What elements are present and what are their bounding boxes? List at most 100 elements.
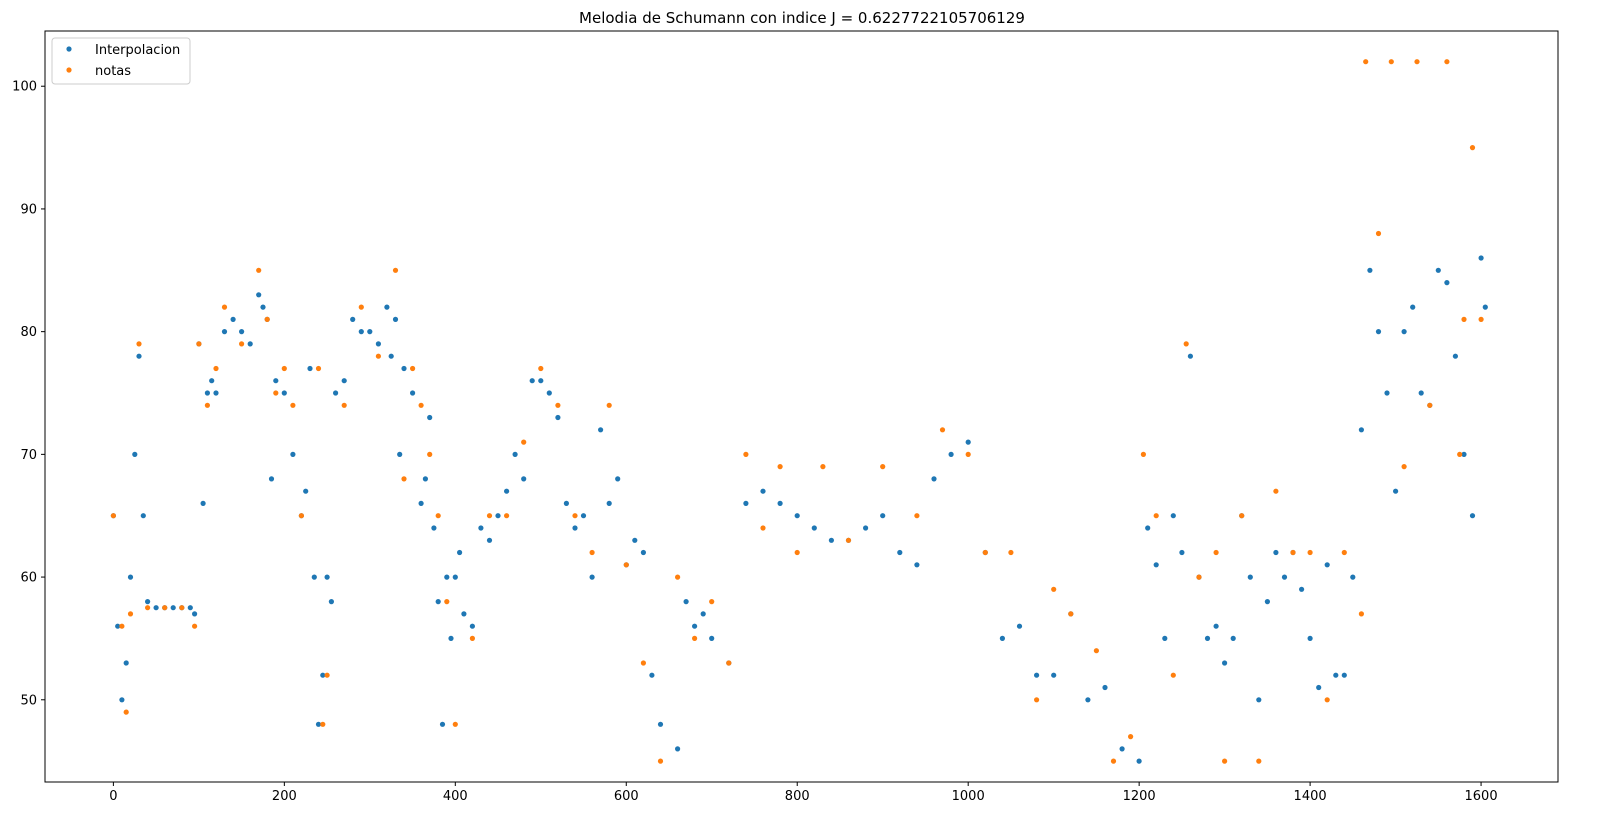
series-interpolacion-point-50 bbox=[410, 390, 416, 396]
series-interpolacion-point-88 bbox=[700, 611, 706, 617]
series-interpolacion-point-45 bbox=[384, 304, 390, 310]
series-interpolacion-point-75 bbox=[580, 513, 587, 519]
series-interpolacion-point-142 bbox=[1375, 329, 1382, 335]
series-interpolacion-point-116 bbox=[1153, 562, 1159, 568]
legend-box bbox=[51, 37, 191, 85]
series-notas-point-70 bbox=[1170, 672, 1176, 678]
series-interpolacion-point-112 bbox=[1102, 684, 1108, 691]
series-interpolacion-point-71 bbox=[546, 390, 552, 396]
series-interpolacion-point-109 bbox=[1051, 672, 1057, 678]
series-interpolacion-point-151 bbox=[1452, 353, 1458, 359]
x-tick-label-8: 1600 bbox=[1465, 789, 1498, 804]
series-notas-point-2 bbox=[123, 709, 129, 715]
series-notas-point-89 bbox=[1444, 59, 1450, 65]
series-notas-point-25 bbox=[375, 353, 381, 359]
series-interpolacion-point-139 bbox=[1350, 574, 1356, 580]
series-interpolacion-point-16 bbox=[200, 500, 206, 506]
series-notas-point-28 bbox=[410, 365, 416, 372]
series-interpolacion-point-11 bbox=[170, 605, 176, 611]
series-notas-point-49 bbox=[726, 660, 732, 666]
series-interpolacion-point-52 bbox=[422, 476, 428, 482]
axes-frame bbox=[44, 30, 1559, 783]
series-interpolacion-point-76 bbox=[589, 574, 595, 580]
series-notas-point-36 bbox=[504, 513, 510, 519]
series-interpolacion-point-54 bbox=[431, 525, 437, 531]
series-interpolacion-point-92 bbox=[760, 488, 766, 494]
series-interpolacion-point-24 bbox=[256, 292, 262, 298]
x-tick-label-7: 1400 bbox=[1294, 789, 1327, 804]
series-notas-point-60 bbox=[982, 549, 988, 556]
series-notas-point-48 bbox=[709, 599, 715, 605]
series-interpolacion-point-6 bbox=[136, 353, 142, 359]
series-interpolacion-point-3 bbox=[123, 660, 129, 666]
x-tick-label-3: 600 bbox=[614, 789, 639, 804]
series-interpolacion-point-101 bbox=[914, 562, 920, 568]
series-interpolacion-point-61 bbox=[461, 611, 467, 617]
series-notas-point-11 bbox=[213, 365, 219, 372]
series-interpolacion-point-83 bbox=[649, 672, 655, 678]
series-notas-point-74 bbox=[1222, 758, 1228, 764]
series-interpolacion-point-108 bbox=[1034, 672, 1040, 678]
series-interpolacion-point-78 bbox=[606, 500, 612, 506]
series-interpolacion-point-22 bbox=[239, 329, 245, 335]
series-notas-point-47 bbox=[692, 635, 698, 642]
series-interpolacion-point-18 bbox=[209, 378, 215, 384]
series-interpolacion-point-37 bbox=[324, 574, 330, 580]
series-notas-point-66 bbox=[1110, 758, 1117, 764]
x-tick-label-5: 1000 bbox=[952, 789, 985, 804]
series-notas-point-85 bbox=[1388, 59, 1394, 65]
series-notas-point-54 bbox=[820, 464, 826, 470]
series-notas-point-30 bbox=[427, 451, 433, 457]
series-notas-point-5 bbox=[145, 605, 151, 611]
series-interpolacion-point-56 bbox=[439, 721, 446, 727]
series-notas-point-20 bbox=[315, 365, 322, 372]
series-interpolacion-point-2 bbox=[119, 697, 125, 703]
series-interpolacion-point-1 bbox=[115, 623, 121, 629]
series-interpolacion-point-133 bbox=[1299, 586, 1305, 592]
series-notas-point-84 bbox=[1375, 230, 1382, 237]
series-notas-point-44 bbox=[640, 660, 647, 666]
series-notas-point-78 bbox=[1290, 549, 1296, 556]
series-notas-point-80 bbox=[1324, 697, 1330, 703]
y-tick-label-2: 70 bbox=[20, 448, 37, 463]
series-notas-point-26 bbox=[392, 267, 399, 273]
series-interpolacion-point-124 bbox=[1222, 660, 1228, 666]
series-notas-point-6 bbox=[162, 605, 168, 611]
series-notas-point-69 bbox=[1153, 513, 1159, 519]
series-notas-point-51 bbox=[760, 525, 766, 531]
series-interpolacion-point-153 bbox=[1469, 513, 1476, 519]
series-interpolacion-point-65 bbox=[495, 513, 501, 519]
legend-marker-interpolacion bbox=[66, 46, 72, 52]
y-axis: 50 60 70 80 90 100 bbox=[12, 80, 45, 708]
series-interpolacion-point-17 bbox=[204, 390, 210, 396]
series-notas-point-14 bbox=[256, 267, 262, 273]
series-interpolacion-point-57 bbox=[444, 574, 450, 580]
series-notas-point-71 bbox=[1183, 341, 1189, 347]
series-notas-point-19 bbox=[298, 513, 304, 519]
series-interpolacion-point-51 bbox=[418, 500, 424, 506]
series-interpolacion-point-145 bbox=[1401, 329, 1407, 335]
series-interpolacion-point-66 bbox=[504, 488, 510, 494]
series-interpolacion-point-141 bbox=[1367, 267, 1373, 273]
series-interpolacion-point-127 bbox=[1247, 574, 1253, 580]
x-tick-label-2: 400 bbox=[443, 789, 468, 804]
series-interpolacion-point-42 bbox=[358, 329, 364, 335]
series-notas-point-8 bbox=[192, 623, 198, 629]
series-interpolacion-point-40 bbox=[341, 378, 347, 384]
series-interpolacion-point-140 bbox=[1358, 427, 1364, 433]
series-interpolacion-point-4 bbox=[127, 574, 134, 580]
series-notas-point-0 bbox=[110, 513, 116, 519]
series-interpolacion-point-100 bbox=[897, 549, 903, 556]
series-notas-point-37 bbox=[521, 439, 527, 445]
series-notas-point-12 bbox=[221, 304, 228, 310]
series-interpolacion-point-53 bbox=[427, 414, 433, 421]
series-notas-point-92 bbox=[1469, 145, 1476, 151]
series-interpolacion-point-154 bbox=[1478, 255, 1484, 261]
series-interpolacion-point-149 bbox=[1435, 267, 1441, 273]
series-notas-point-38 bbox=[538, 365, 544, 372]
series-notas-point-21 bbox=[320, 721, 326, 727]
series-notas-point-22 bbox=[324, 672, 330, 678]
series-interpolacion-point-74 bbox=[572, 525, 578, 531]
series-interpolacion-point-114 bbox=[1136, 758, 1142, 764]
